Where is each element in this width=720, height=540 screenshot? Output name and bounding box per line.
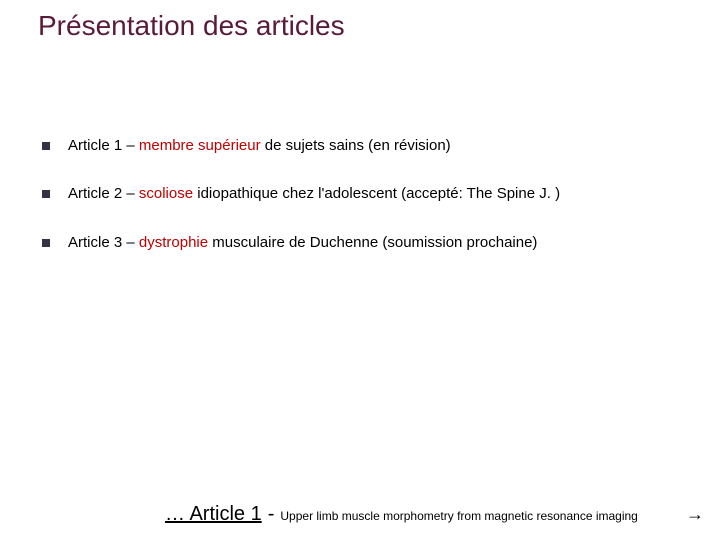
- list-item: Article 1 – membre supérieur de sujets s…: [42, 136, 700, 156]
- bullet-text: Article 3 – dystrophie musculaire de Duc…: [68, 233, 537, 253]
- list-item: Article 3 – dystrophie musculaire de Duc…: [42, 233, 700, 253]
- bullet-highlight: membre supérieur: [139, 137, 261, 154]
- bullet-post: musculaire de Duchenne (soumission proch…: [208, 234, 537, 251]
- bullet-text: Article 1 – membre supérieur de sujets s…: [68, 136, 451, 156]
- arrow-right-icon: →: [686, 504, 704, 525]
- bullet-icon: [42, 142, 50, 150]
- bullet-icon: [42, 239, 50, 247]
- footer-lead: … Article 1: [165, 503, 262, 526]
- bullet-pre: Article 3 –: [68, 234, 139, 251]
- bullet-post: idiopathique chez l'adolescent (accepté:…: [193, 185, 560, 202]
- list-item: Article 2 – scoliose idiopathique chez l…: [42, 184, 700, 204]
- footer-dash: -: [268, 503, 275, 526]
- page-title: Présentation des articles: [38, 10, 345, 42]
- slide: Présentation des articles Article 1 – me…: [0, 0, 720, 540]
- bullet-highlight: dystrophie: [139, 234, 208, 251]
- bullet-icon: [42, 190, 50, 198]
- bullet-pre: Article 1 –: [68, 137, 139, 154]
- footer-subtitle: Upper limb muscle morphometry from magne…: [280, 509, 637, 523]
- footer: … Article 1 - Upper limb muscle morphome…: [165, 503, 710, 526]
- bullet-text: Article 2 – scoliose idiopathique chez l…: [68, 184, 560, 204]
- bullet-list: Article 1 – membre supérieur de sujets s…: [42, 136, 700, 281]
- bullet-post: de sujets sains (en révision): [261, 137, 451, 154]
- bullet-pre: Article 2 –: [68, 185, 139, 202]
- bullet-highlight: scoliose: [139, 185, 193, 202]
